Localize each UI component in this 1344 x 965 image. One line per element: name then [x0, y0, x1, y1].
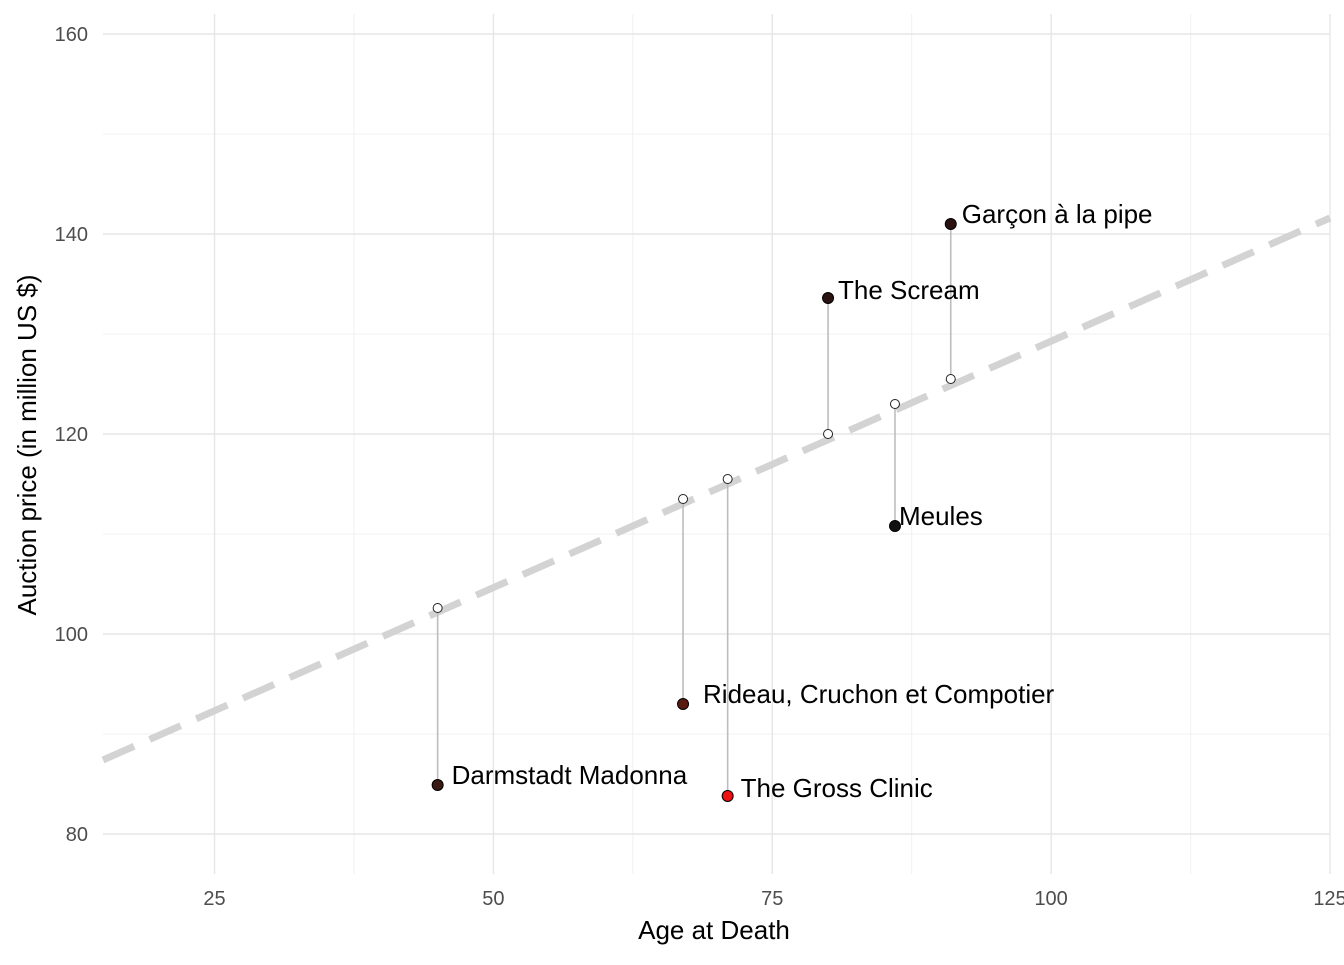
major-gridlines — [103, 14, 1331, 874]
y-tick-label: 80 — [66, 824, 88, 846]
x-tick-label: 75 — [761, 888, 783, 910]
x-tick-label: 50 — [482, 888, 504, 910]
data-point — [822, 292, 835, 304]
point-labels: Darmstadt Madonna Rideau, Cruchon et Comp… — [452, 199, 1153, 803]
fitted-point — [722, 474, 733, 484]
residual-segments — [436, 224, 952, 796]
y-axis-tick-labels: 80 100 120 140 160 — [55, 24, 88, 846]
data-points — [431, 218, 957, 802]
data-point — [431, 779, 444, 791]
trend-line-group — [101, 214, 1332, 764]
fitted-point — [678, 494, 689, 504]
fitted-point — [432, 603, 443, 613]
x-axis-tick-labels: 25 50 75 100 125 — [203, 888, 1344, 910]
y-tick-label: 160 — [55, 24, 88, 46]
x-tick-label: 25 — [203, 888, 225, 910]
data-point — [721, 790, 734, 802]
data-point — [677, 698, 690, 710]
fitted-point — [889, 399, 900, 409]
fitted-point — [945, 374, 956, 384]
y-tick-label: 120 — [55, 424, 88, 446]
y-tick-label: 100 — [55, 624, 88, 646]
data-point — [944, 218, 957, 230]
minor-gridlines — [103, 14, 1330, 874]
point-label: Meules — [899, 501, 983, 531]
point-label: Rideau, Cruchon et Compotier — [703, 679, 1055, 709]
point-label: The Gross Clinic — [741, 773, 933, 803]
data-point — [888, 520, 901, 532]
y-axis-title: Auction price (in million US $) — [12, 274, 42, 615]
point-label: The Scream — [838, 275, 980, 305]
x-axis-title: Age at Death — [638, 915, 790, 945]
y-tick-label: 140 — [55, 224, 88, 246]
point-label: Darmstadt Madonna — [452, 760, 688, 790]
fitted-point — [823, 429, 834, 439]
point-label: Garçon à la pipe — [962, 199, 1153, 229]
fitted-points — [432, 374, 956, 613]
x-tick-label: 100 — [1034, 888, 1067, 910]
trend-line — [101, 214, 1332, 764]
x-tick-label: 125 — [1313, 888, 1344, 910]
